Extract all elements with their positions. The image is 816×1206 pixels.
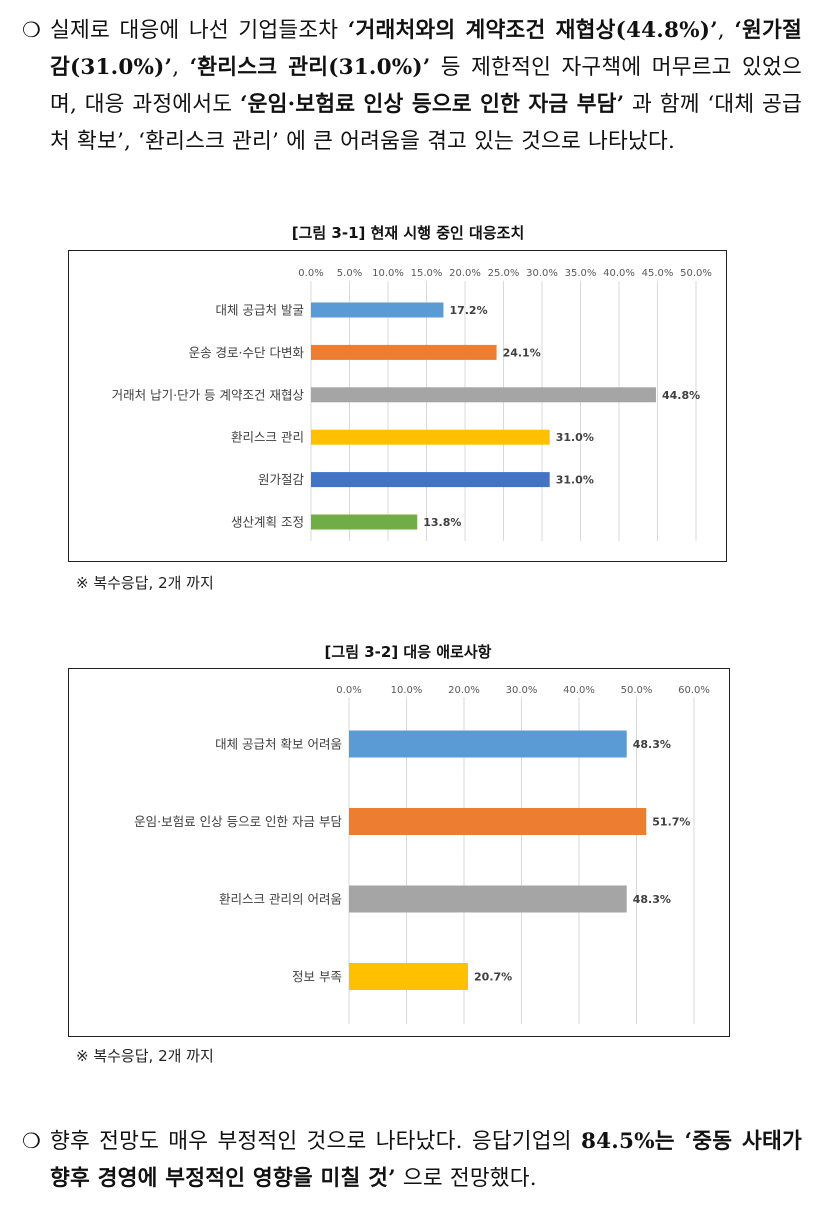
circle-bullet-icon: ❍ <box>22 18 42 42</box>
chart-1-bar <box>311 472 550 488</box>
chart-1-category-label: 대체 공급처 발굴 <box>216 303 304 318</box>
chart-1-x-tick-label: 0.0% <box>298 268 323 279</box>
chart-1-data-label: 31.0% <box>556 474 594 487</box>
chart-2-x-tick-label: 30.0% <box>506 685 538 696</box>
chart-1-x-tick-label: 40.0% <box>603 268 635 279</box>
text-segment: 향후 전망도 매우 부정적인 것으로 나타났다. 응답기업의 <box>50 1129 581 1154</box>
figure-2-title: [그림 3-2] 대응 애로사항 <box>324 643 492 661</box>
chart-1-data-label: 31.0% <box>556 431 594 444</box>
chart-2-frame: 0.0% 10.0% 20.0% 30.0% 40.0% 50.0% 60.0% 대체 공급처… <box>68 668 730 1037</box>
chart-2-bar <box>349 885 627 913</box>
text-segment: 실제로 대응에 나선 기업들조차 <box>50 18 348 43</box>
chart-1-data-label: 44.8% <box>662 389 700 402</box>
chart-1-x-tick-label: 20.0% <box>449 268 481 279</box>
chart-2-category-label: 운임·보험료 인상 등으로 인한 자금 부담 <box>134 814 342 829</box>
text-segment: , <box>172 55 190 80</box>
chart-1-data-label: 13.8% <box>423 516 461 529</box>
bold-segment: ‘원가절감(31.0%)’ <box>50 18 802 80</box>
chart-1-x-tick-label: 30.0% <box>526 268 558 279</box>
chart-2-data-label: 48.3% <box>633 893 671 906</box>
chart-1-svg: 0.0% 5.0% 10.0% 15.0% 20.0% 25.0% 30.0% 35.0% 40… <box>112 268 712 541</box>
chart-1-x-tick-label: 35.0% <box>565 268 597 279</box>
chart-2-x-tick-label: 50.0% <box>621 685 653 696</box>
text-segment: 으로 전망했다. <box>395 1166 537 1191</box>
chart-2-category-label: 환리스크 관리의 어려움 <box>219 892 342 907</box>
chart-2-x-tick-label: 60.0% <box>678 685 710 696</box>
chart-2-x-tick-label: 10.0% <box>391 685 423 696</box>
chart-1-data-label: 17.2% <box>449 304 487 317</box>
chart-1-x-tick-label: 50.0% <box>680 268 712 279</box>
chart-1-bar <box>311 429 550 445</box>
chart-2-x-tick-label: 0.0% <box>336 685 361 696</box>
chart-1-category-label: 원가절감 <box>258 472 305 487</box>
chart-2-bar <box>349 808 647 835</box>
chart-2-bar <box>349 730 627 758</box>
chart-2-data-label: 48.3% <box>633 738 671 751</box>
chart-1-category-label: 운송 경로·수단 다변화 <box>189 345 305 360</box>
chart-1-x-tick-label: 10.0% <box>372 268 404 279</box>
chart-2-x-tick-label: 20.0% <box>448 685 480 696</box>
bold-segment: ‘운임·보험료 인상 등으로 인한 자금 부담’ <box>239 92 625 117</box>
chart-1-frame: 0.0% 5.0% 10.0% 15.0% 20.0% 25.0% 30.0% 35.0% 40… <box>68 250 727 562</box>
text-segment: , <box>717 18 735 43</box>
chart-2-data-label: 51.7% <box>652 816 690 829</box>
chart-1-bar <box>311 302 444 318</box>
chart-1-x-tick-label: 5.0% <box>337 268 362 279</box>
bold-segment: 84.5%는 ‘중동 사태가 향후 경영에 부정적인 영향을 미칠 것’ <box>50 1129 802 1191</box>
chart-1-category-label: 환리스크 관리 <box>231 430 304 445</box>
chart-2-svg: 0.0% 10.0% 20.0% 30.0% 40.0% 50.0% 60.0% 대체 공급처… <box>134 685 710 1024</box>
chart-1-category-label: 거래처 납기·단가 등 계약조건 재협상 <box>112 387 305 402</box>
chart-2-category-label: 정보 부족 <box>292 969 342 984</box>
text-segment: 등 제한적인 자구책에 머무르고 있었으며, 대응 과정에서도 <box>50 55 802 117</box>
intro-paragraph-text: 실제로 대응에 나선 기업들조차 ‘거래처와의 계약조건 재협상(44.8%)’… <box>50 12 802 160</box>
chart-2-bar <box>349 963 469 990</box>
outlook-paragraph: ❍ 향후 전망도 매우 부정적인 것으로 나타났다. 응답기업의 84.5%는 … <box>22 1123 802 1197</box>
chart-1-bar <box>311 344 497 360</box>
bold-segment: ‘환리스크 관리(31.0%)’ <box>189 55 431 80</box>
intro-paragraph: ❍ 실제로 대응에 나선 기업들조차 ‘거래처와의 계약조건 재협상(44.8%… <box>22 12 802 160</box>
chart-1-bar <box>311 514 418 530</box>
chart-1-bar <box>311 387 656 403</box>
figure-1-note: ※ 복수응답, 2개 까지 <box>76 574 214 592</box>
chart-2-data-label: 20.7% <box>474 971 512 984</box>
chart-1-x-tick-label: 25.0% <box>488 268 520 279</box>
outlook-paragraph-text: 향후 전망도 매우 부정적인 것으로 나타났다. 응답기업의 84.5%는 ‘중… <box>50 1123 802 1197</box>
figure-1-title: [그림 3-1] 현재 시행 중인 대응조치 <box>291 224 525 242</box>
chart-2-x-tick-label: 40.0% <box>563 685 595 696</box>
circle-bullet-icon: ❍ <box>22 1129 42 1153</box>
chart-1-x-tick-label: 15.0% <box>411 268 443 279</box>
text-segment: 과 함께 ‘대체 공급처 확보’, ‘환리스크 관리’ 에 큰 어려움을 겪고 … <box>50 92 802 154</box>
chart-2-category-label: 대체 공급처 확보 어려움 <box>215 737 342 752</box>
chart-1-data-label: 24.1% <box>503 346 541 359</box>
figure-2-note: ※ 복수응답, 2개 까지 <box>76 1047 214 1065</box>
chart-1-x-tick-label: 45.0% <box>642 268 674 279</box>
bold-segment: ‘거래처와의 계약조건 재협상(44.8%)’ <box>347 18 718 43</box>
chart-1-category-label: 생산계획 조정 <box>231 515 304 530</box>
